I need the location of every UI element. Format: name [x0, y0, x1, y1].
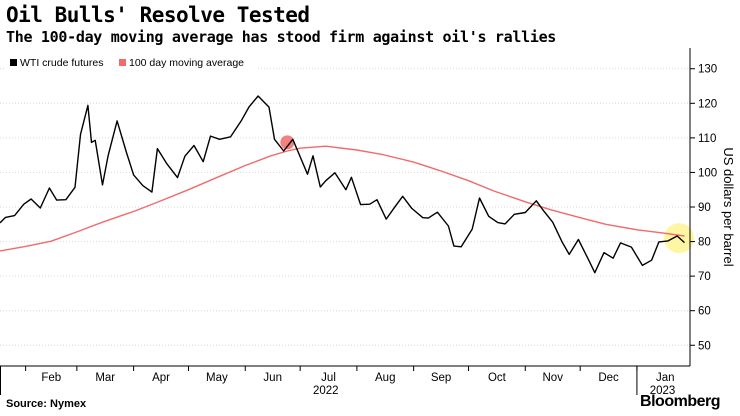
x-tick-label: Dec: [598, 372, 619, 384]
source-note: Source: Nymex: [6, 398, 87, 410]
legend-background: [6, 53, 256, 73]
y-tick-label: 100: [698, 167, 717, 179]
x-tick-label: May: [206, 372, 228, 384]
bloomberg-logo: Bloomberg: [640, 393, 720, 410]
series-layer: [0, 95, 685, 274]
x-tick-label: Jul: [321, 372, 336, 384]
chart-subtitle: The 100-day moving average has stood fir…: [6, 28, 557, 46]
line-chart: 50 60 70 80 90 100 110 120 130 Feb Mar Apr May Jun Ju…: [0, 48, 736, 395]
x-ticks: Feb Mar Apr May Jun Jul Aug Sep Oct Nov Dec Jan 2022…: [0, 366, 676, 395]
x-tick-label: Apr: [152, 372, 170, 384]
x-tick-label: Feb: [41, 372, 61, 384]
legend-swatch-wti: [10, 59, 17, 66]
y-tick-label: 120: [698, 98, 717, 110]
x-year-label: 2023: [650, 385, 676, 395]
legend: WTI crude futures 100 day moving average: [6, 53, 256, 73]
y-tick-label: 70: [698, 271, 711, 283]
gridlines: [0, 68, 690, 346]
x-tick-label: Jun: [263, 372, 282, 384]
y-tick-label: 130: [698, 64, 717, 76]
legend-label-ma: 100 day moving average: [129, 57, 244, 69]
y-axis-label: US dollars per barrel: [721, 147, 736, 266]
y-tick-label: 110: [698, 133, 716, 145]
y-tick-label: 90: [698, 202, 711, 214]
annotation-layer: [280, 135, 695, 254]
y-tick-label: 80: [698, 237, 711, 249]
moving-average-line: [0, 145, 685, 252]
y-ticks: 50 60 70 80 90 100 110 120 130: [690, 64, 717, 352]
y-tick-label: 60: [698, 306, 711, 318]
x-tick-label: Mar: [95, 372, 115, 384]
x-tick-label: Sep: [431, 372, 451, 384]
x-year-label: 2022: [313, 385, 339, 395]
highlight-circle-red: [280, 135, 295, 150]
legend-swatch-ma: [119, 59, 126, 66]
chart-title: Oil Bulls' Resolve Tested: [6, 3, 310, 27]
x-tick-label: Jan: [656, 372, 675, 384]
legend-label-wti: WTI crude futures: [20, 57, 103, 69]
x-tick-label: Nov: [543, 372, 564, 384]
y-tick-label: 50: [698, 340, 711, 352]
wti-line: [0, 95, 685, 274]
x-tick-label: Oct: [488, 372, 507, 384]
x-tick-label: Aug: [375, 372, 395, 384]
